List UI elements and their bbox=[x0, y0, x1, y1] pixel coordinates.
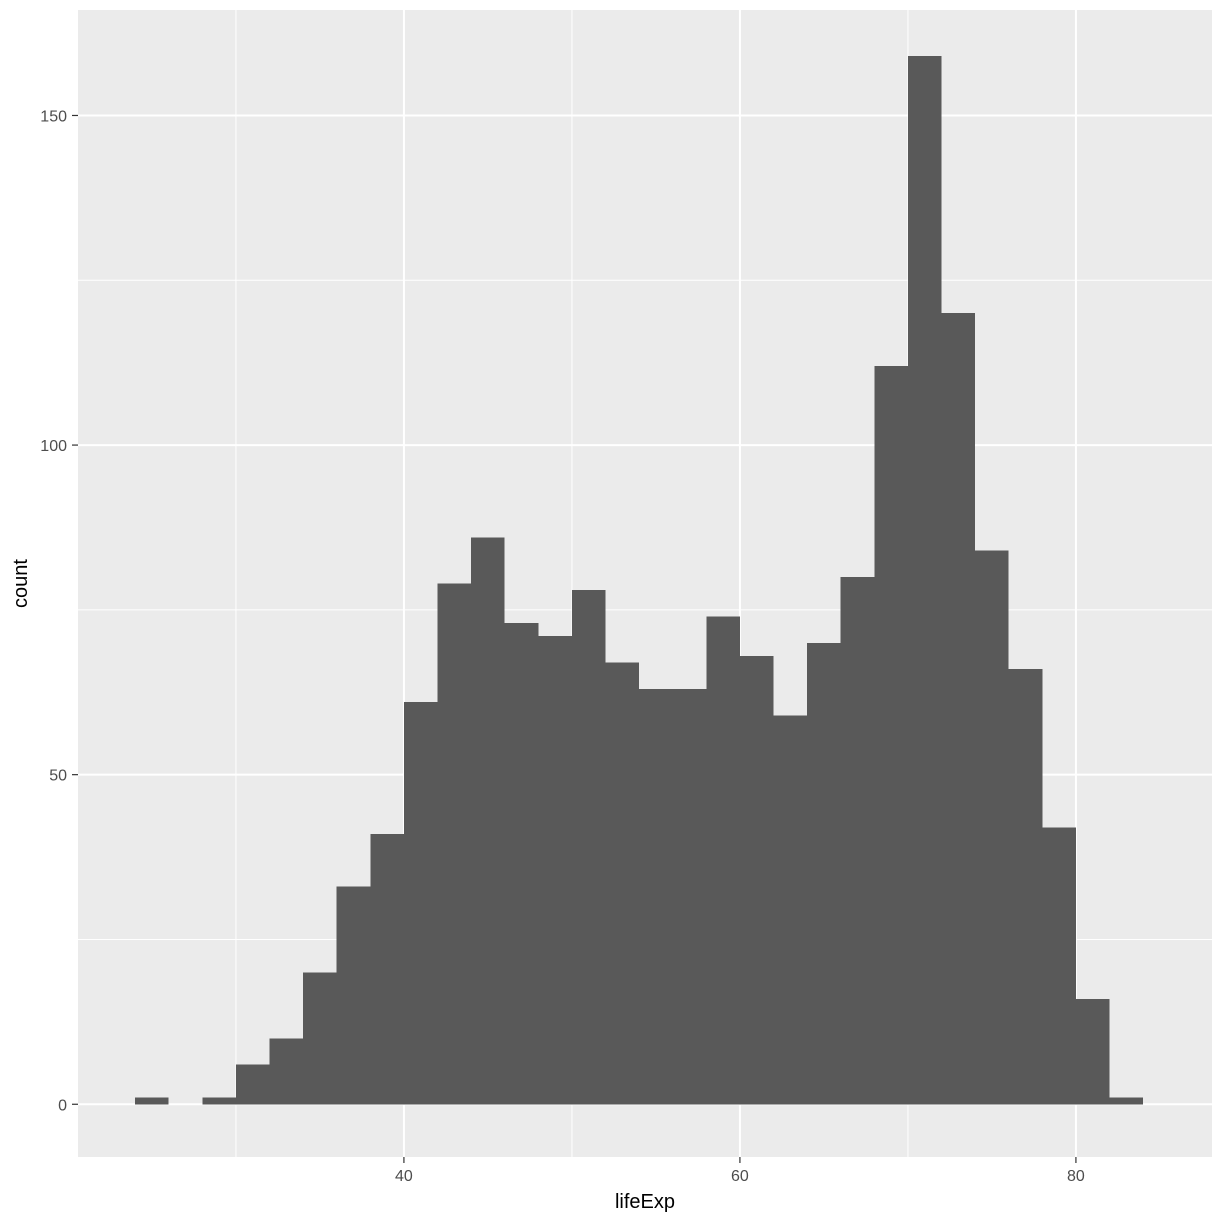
histogram-bar bbox=[605, 662, 640, 1105]
histogram-bar bbox=[1109, 1097, 1144, 1105]
x-axis: 40 60 80 bbox=[395, 1157, 1085, 1185]
histogram-bar bbox=[135, 1097, 169, 1105]
histogram-bar bbox=[807, 642, 841, 1105]
histogram-bar bbox=[907, 56, 942, 1105]
histogram-bar bbox=[706, 616, 740, 1105]
histogram-bar bbox=[202, 1097, 236, 1105]
histogram-bar bbox=[504, 623, 539, 1105]
y-tick-label: 50 bbox=[49, 768, 67, 785]
x-tick-label: 40 bbox=[395, 1168, 413, 1185]
histogram-bar bbox=[739, 656, 774, 1105]
histogram-bar bbox=[1008, 669, 1043, 1105]
y-axis-title: count bbox=[10, 559, 32, 608]
histogram-bar bbox=[941, 313, 976, 1105]
x-tick-label: 60 bbox=[731, 1168, 749, 1185]
histogram-bar bbox=[672, 688, 707, 1105]
histogram-bar bbox=[471, 537, 505, 1105]
histogram-bar bbox=[403, 702, 438, 1105]
histogram-bar bbox=[235, 1064, 270, 1105]
histogram-bar bbox=[1042, 827, 1076, 1105]
histogram-bars bbox=[135, 56, 1144, 1105]
y-axis: 0 50 100 150 bbox=[40, 108, 78, 1114]
x-axis-title: lifeExp bbox=[615, 1191, 675, 1213]
histogram-bar bbox=[874, 365, 908, 1105]
histogram-bar bbox=[840, 576, 875, 1105]
histogram-bar bbox=[538, 636, 572, 1105]
histogram-bar bbox=[336, 886, 371, 1105]
histogram-bar bbox=[773, 715, 808, 1105]
x-tick-label: 80 bbox=[1067, 1168, 1085, 1185]
y-tick-label: 0 bbox=[58, 1097, 67, 1114]
y-tick-label: 100 bbox=[40, 438, 67, 455]
histogram-bar bbox=[639, 688, 673, 1105]
histogram-bar bbox=[303, 972, 337, 1105]
histogram-bar bbox=[269, 1038, 304, 1105]
histogram-bar bbox=[571, 590, 606, 1105]
y-tick-label: 150 bbox=[40, 108, 67, 125]
histogram-bar bbox=[1075, 998, 1110, 1105]
histogram-bar bbox=[437, 583, 472, 1105]
histogram-bar bbox=[975, 550, 1009, 1105]
histogram-bar bbox=[370, 833, 404, 1105]
